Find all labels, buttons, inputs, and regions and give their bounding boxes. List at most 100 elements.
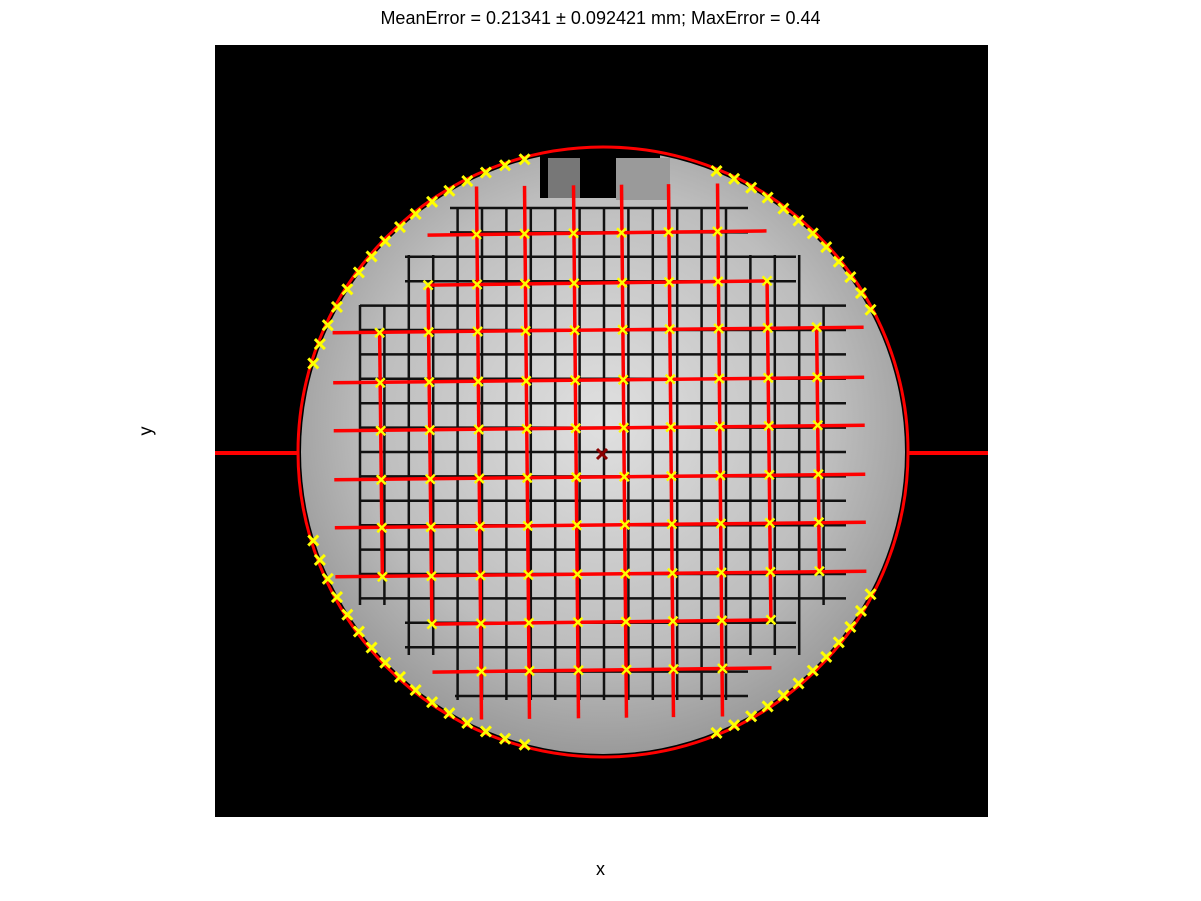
fit-line-v [666,184,676,718]
grid-point-marker [619,568,631,580]
boundary-point-marker [341,608,354,621]
boundary-point-marker [806,227,819,240]
grid-point-marker [570,422,582,434]
chart-title: MeanError = 0.21341 ± 0.092421 mm; MaxEr… [380,8,821,28]
grid-point-marker [570,471,582,483]
grid-point-marker [424,473,436,485]
grid-point-marker [616,227,627,239]
boundary-point-marker [728,719,741,732]
grid-point-marker [761,275,773,287]
fit-line-h [335,569,867,579]
boundary-point-marker [792,677,805,690]
grid-point-marker [423,326,435,338]
boundary-point-marker [379,656,392,669]
grid-point-marker [714,421,726,432]
fit-line-h [431,618,771,626]
fit-line-h [334,472,866,482]
fit-line-h [333,423,865,433]
grid-point-marker [713,373,725,384]
boundary-point-marker [854,604,868,617]
grid-point-marker [568,227,579,239]
boundary-point-marker [341,283,354,296]
fit-line-v [426,285,434,625]
boundary-point-marker [864,303,877,316]
boundary-point-marker [426,696,439,709]
grid-point-marker [519,228,530,240]
grid-point-marker [664,373,676,385]
boundary-point-marker [443,707,456,720]
grid-point-marker [715,518,727,529]
boundary-point-marker [844,270,857,284]
grid-point-marker [813,565,825,577]
boundary-point-marker [854,287,868,300]
grid-point-marker [712,276,724,287]
grid-point-marker [663,276,675,288]
grid-point-marker [523,617,535,629]
boundary-point-marker [864,588,877,601]
boundary-point-marker [330,590,344,604]
boundary-point-marker [393,670,407,683]
phantom-notch-right [616,158,670,200]
fit-line-h [427,229,767,237]
fit-line-v [619,184,629,718]
boundary-point-marker [820,650,833,663]
grid-point-marker [524,665,535,677]
grid-point-marker [475,618,487,629]
grid-point-marker [472,376,484,387]
grid-point-marker [620,616,632,628]
grid-point-marker [621,664,632,676]
grid-point-marker [572,616,584,628]
grid-point-marker [716,615,728,626]
grid-point-marker [569,374,581,386]
grid-point-marker [473,424,485,435]
grid-point-marker [473,473,485,484]
fit-line-h [432,666,772,674]
boundary-point-marker [321,319,334,332]
boundary-point-marker [379,235,392,248]
grid-point-marker [568,277,580,289]
grid-point-marker [424,424,436,436]
grid-point-marker [666,518,678,530]
boundary-point-marker [307,357,320,370]
fit-line-v [377,332,385,577]
boundary-point-marker [745,181,758,194]
boundary-point-marker [777,689,790,702]
fit-line-v [814,327,822,572]
boundary-point-marker [832,255,845,268]
grid-point-marker [422,279,434,291]
boundary-point-marker [307,534,320,547]
grid-point-marker [472,326,484,337]
grid-point-marker [618,422,630,434]
grid-point-marker [520,325,532,337]
grid-point-marker [375,425,387,437]
boundary-point-marker [409,207,422,220]
boundary-point-marker [352,266,365,279]
fit-line-v [522,185,532,719]
grid-point-marker [765,614,777,626]
fit-line-v [474,186,484,720]
grid-point-marker [762,322,774,334]
grid-point-marker [763,420,775,432]
grid-point-marker [375,474,387,486]
grid-point-marker [571,568,583,580]
grid-point-marker [714,470,726,481]
fit-overlay [215,145,988,759]
boundary-point-marker [443,184,456,197]
grid-point-marker [476,666,487,677]
grid-point-marker [618,471,630,483]
grid-point-marker [713,323,725,334]
boundary-point-marker [498,159,512,172]
grid-point-marker [764,517,776,529]
fit-line-h [332,325,864,335]
grid-point-marker [715,567,727,578]
grid-point-marker [665,421,677,433]
boundary-point-marker [832,636,845,649]
center-marker [595,447,609,461]
boundary-point-marker [479,725,492,738]
boundary-point-marker [498,732,512,745]
grid-point-marker [521,472,533,484]
boundary-point-marker [777,202,790,215]
grid-point-marker [522,520,534,532]
boundary-point-marker [461,175,474,188]
grid-point-marker [471,229,482,240]
